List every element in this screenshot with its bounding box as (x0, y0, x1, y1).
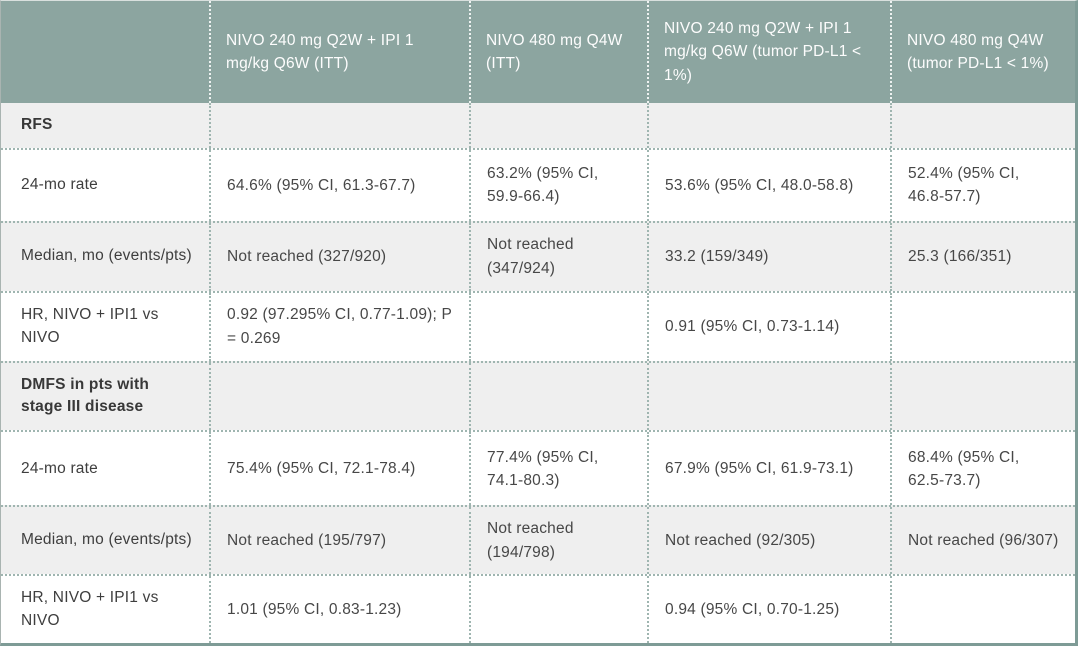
cell: Not reached (92/305) (647, 507, 890, 575)
cell (469, 362, 647, 431)
col-header-nivo-itt: NIVO 480 mg Q4W (ITT) (469, 1, 647, 103)
cell: 25.3 (166/351) (890, 222, 1075, 291)
cell (647, 103, 890, 148)
cell: 0.94 (95% CI, 0.70-1.25) (647, 576, 890, 643)
row-label: Median, mo (events/pts) (21, 531, 192, 549)
cell (890, 292, 1075, 361)
row-label: RFS (21, 116, 53, 134)
cell: 77.4% (95% CI, 74.1-80.3) (469, 432, 647, 506)
col-header-nivo-ipi-itt: NIVO 240 mg Q2W + IPI 1 mg/kg Q6W (ITT) (209, 1, 469, 103)
cell: Not reached (347/924) (469, 222, 647, 291)
row-label: 24-mo rate (21, 176, 98, 194)
table-row-rfs-hr: HR, NIVO + IPI1 vs NIVO 0.92 (97.295% CI… (1, 290, 1075, 361)
cell (647, 362, 890, 431)
cell: 52.4% (95% CI, 46.8-57.7) (890, 149, 1075, 221)
row-label: HR, NIVO + IPI1 vs NIVO (21, 589, 159, 629)
cell: 75.4% (95% CI, 72.1-78.4) (209, 432, 469, 506)
cell (469, 576, 647, 643)
cell: 68.4% (95% CI, 62.5-73.7) (890, 432, 1075, 506)
row-label: Median, mo (events/pts) (21, 247, 192, 265)
table-row-dmfs-24mo-rate: 24-mo rate 75.4% (95% CI, 72.1-78.4) 77.… (1, 430, 1075, 506)
table-row-rfs-section: RFS (1, 103, 1075, 148)
cell: 64.6% (95% CI, 61.3-67.7) (209, 149, 469, 221)
cell (890, 362, 1075, 431)
table-header-row: NIVO 240 mg Q2W + IPI 1 mg/kg Q6W (ITT) … (1, 1, 1075, 103)
cell: Not reached (96/307) (890, 507, 1075, 575)
cell: 53.6% (95% CI, 48.0-58.8) (647, 149, 890, 221)
cell: 0.92 (97.295% CI, 0.77-1.09); P = 0.269 (209, 292, 469, 361)
cell (209, 362, 469, 431)
row-label: HR, NIVO + IPI1 vs NIVO (21, 306, 159, 346)
cell (469, 103, 647, 148)
table-row-dmfs-hr: HR, NIVO + IPI1 vs NIVO 1.01 (95% CI, 0.… (1, 574, 1075, 643)
cell: 67.9% (95% CI, 61.9-73.1) (647, 432, 890, 506)
cell (890, 576, 1075, 643)
cell: Not reached (327/920) (209, 222, 469, 291)
cell: Not reached (195/797) (209, 507, 469, 575)
cell: 1.01 (95% CI, 0.83-1.23) (209, 576, 469, 643)
cell: Not reached (194/798) (469, 507, 647, 575)
cell (469, 292, 647, 361)
cell (209, 103, 469, 148)
col-header-nivo-ipi-pdl1: NIVO 240 mg Q2W + IPI 1 mg/kg Q6W (tumor… (647, 1, 890, 103)
table-row-rfs-24mo-rate: 24-mo rate 64.6% (95% CI, 61.3-67.7) 63.… (1, 147, 1075, 221)
table-row-dmfs-section: DMFS in pts with stage III disease (1, 360, 1075, 431)
cell: 63.2% (95% CI, 59.9-66.4) (469, 149, 647, 221)
row-label: 24-mo rate (21, 459, 98, 477)
cell (890, 103, 1075, 148)
col-header-nivo-pdl1: NIVO 480 mg Q4W (tumor PD-L1 < 1%) (890, 1, 1075, 103)
cell: 0.91 (95% CI, 0.73-1.14) (647, 292, 890, 361)
table-row-rfs-median: Median, mo (events/pts) Not reached (327… (1, 220, 1075, 291)
row-label: DMFS in pts with stage III disease (21, 375, 150, 416)
cell: 33.2 (159/349) (647, 222, 890, 291)
corner-cell (1, 1, 209, 103)
table-row-dmfs-median: Median, mo (events/pts) Not reached (195… (1, 505, 1075, 575)
